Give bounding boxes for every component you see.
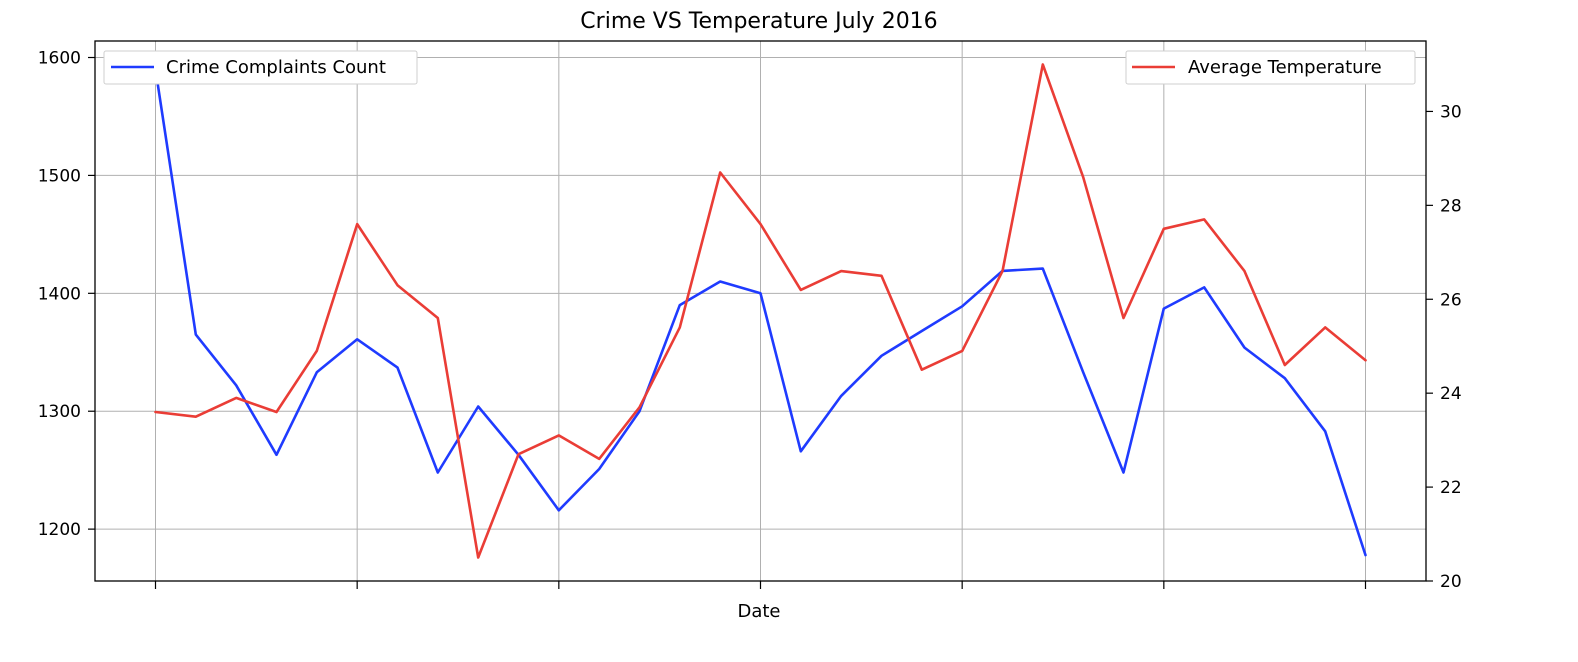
left-axis-tick-label: 1300: [38, 402, 81, 422]
legend-temperature-box: [1125, 50, 1416, 85]
legend-temperature: Average Temperature: [1125, 50, 1416, 85]
x-axis: [154, 581, 1367, 589]
grid-lines: [95, 41, 1426, 581]
right-y-axis: 20 22 24 26 28 30: [1426, 102, 1462, 592]
right-axis-tick-label: 26: [1440, 290, 1462, 310]
left-axis-tick-label: 1600: [38, 49, 81, 69]
right-axis-tick-label: 24: [1440, 384, 1462, 404]
right-axis-tick-label: 22: [1440, 478, 1462, 498]
left-axis-tick-label: 1400: [38, 284, 81, 304]
legend-crime-label: Crime Complaints Count: [166, 57, 386, 78]
crime-series-line: [154, 68, 1367, 557]
legend-crime: Crime Complaints Count: [103, 50, 418, 85]
temperature-series-line: [154, 63, 1367, 559]
x-axis-label: Date: [737, 601, 780, 622]
right-axis-tick-label: 30: [1440, 102, 1462, 122]
legend-crime-box: [103, 50, 418, 85]
data-series: [154, 63, 1367, 559]
chart-title: Crime VS Temperature July 2016: [580, 9, 937, 34]
left-axis-tick-label: 1200: [38, 520, 81, 540]
right-axis-tick-label: 20: [1440, 572, 1462, 592]
right-axis-tick-label: 28: [1440, 196, 1462, 216]
legend-temperature-label: Average Temperature: [1188, 57, 1382, 78]
left-axis-tick-label: 1500: [38, 166, 81, 186]
left-y-axis: 1200 1300 1400 1500 1600: [38, 49, 95, 540]
